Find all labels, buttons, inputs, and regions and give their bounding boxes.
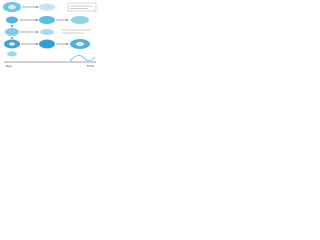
curve <box>69 55 96 62</box>
axis-label: Time <box>86 64 94 68</box>
cell <box>39 3 55 11</box>
cell-core <box>76 42 84 46</box>
middle-column <box>39 3 55 49</box>
cell <box>6 16 18 24</box>
cell-core <box>9 42 15 46</box>
cell <box>71 16 89 24</box>
label-box <box>67 2 97 12</box>
page: Day Time (() => { const data = JSON.pars… <box>0 0 100 71</box>
axis-label: Day <box>6 64 12 68</box>
cell-core <box>8 4 16 10</box>
cell <box>5 28 19 36</box>
cell <box>39 16 55 24</box>
arrows <box>11 6 69 45</box>
timeline: Day Time <box>4 55 96 68</box>
left-column <box>3 2 21 57</box>
cell <box>39 39 55 49</box>
diagram: Day Time <box>3 2 97 68</box>
cell <box>7 51 17 57</box>
cell <box>40 29 54 35</box>
right-column <box>62 2 97 49</box>
